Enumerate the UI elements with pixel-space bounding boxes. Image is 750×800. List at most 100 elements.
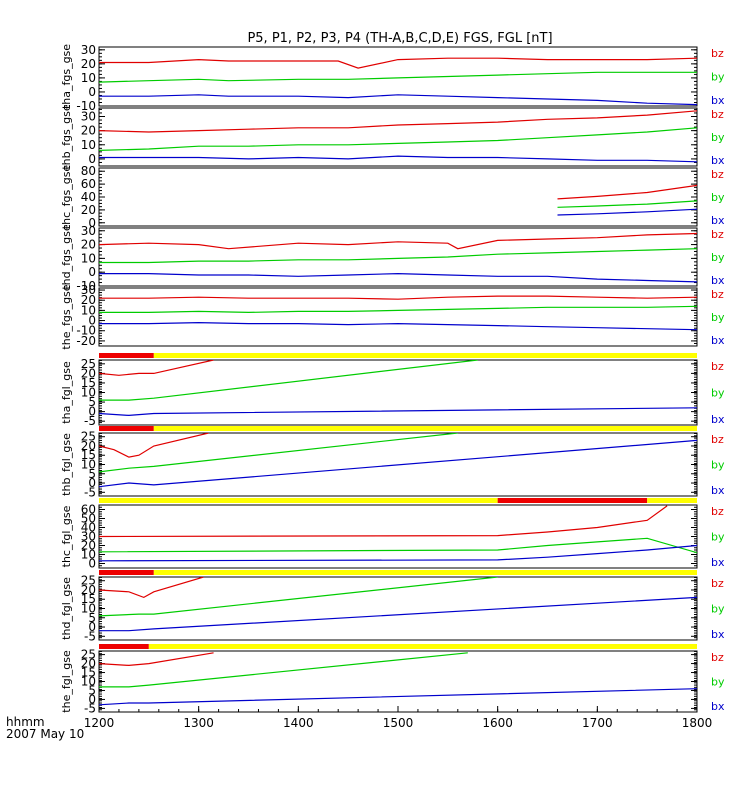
y-tick-label: 25 bbox=[81, 430, 96, 444]
y-tick-label: 0 bbox=[88, 620, 96, 634]
series-line-bx bbox=[99, 407, 697, 417]
legend-by: by bbox=[711, 131, 725, 144]
series-line-by bbox=[99, 433, 458, 473]
panel-frame bbox=[98, 167, 698, 227]
y-tick-label: 80 bbox=[81, 164, 96, 178]
series-group bbox=[99, 360, 697, 417]
y-tick-label: -5 bbox=[84, 629, 96, 643]
series-group bbox=[99, 433, 697, 488]
series-group bbox=[99, 577, 697, 632]
legend-bz: bz bbox=[711, 577, 724, 590]
legend-bx: bx bbox=[711, 334, 725, 347]
quality-flag-segment bbox=[99, 353, 154, 358]
y-tick-label: 20 bbox=[81, 238, 96, 252]
y-tick-label: 50 bbox=[81, 512, 96, 526]
y-tick-label: 25 bbox=[81, 648, 96, 662]
y-axis-label: thc_fgl_gse bbox=[60, 505, 73, 567]
y-tick-label: 20 bbox=[81, 124, 96, 138]
y-axis-label: thd_fgl_gse bbox=[60, 577, 73, 640]
legend-by: by bbox=[711, 531, 725, 544]
time-label: hhmm bbox=[6, 715, 45, 729]
y-tick-label: 30 bbox=[81, 109, 96, 123]
y-tick-label: 15 bbox=[81, 666, 96, 680]
legend-bz: bz bbox=[711, 228, 724, 241]
y-tick-label: 20 bbox=[81, 293, 96, 307]
legend-by: by bbox=[711, 71, 725, 84]
y-tick-label: 60 bbox=[81, 503, 96, 517]
series-line-bz bbox=[99, 577, 204, 599]
legend-by: by bbox=[711, 603, 725, 616]
y-tick-label: -10 bbox=[76, 324, 96, 338]
panel-frame bbox=[98, 227, 698, 287]
series-group bbox=[99, 652, 697, 706]
series-line-by bbox=[99, 577, 498, 617]
series-line-by bbox=[99, 652, 468, 688]
y-tick-label: 25 bbox=[81, 357, 96, 371]
quality-flag-segment bbox=[148, 644, 698, 649]
panel-frame bbox=[98, 287, 698, 347]
legend-bx: bx bbox=[711, 154, 725, 167]
legend-bz: bz bbox=[711, 505, 724, 518]
quality-flag-segment bbox=[99, 570, 154, 575]
series-group bbox=[99, 57, 697, 106]
series-line-bx bbox=[99, 544, 697, 562]
x-tick-label: 1300 bbox=[183, 716, 214, 730]
y-tick-label: 5 bbox=[88, 611, 96, 625]
series-line-bz bbox=[99, 505, 668, 538]
series-line-bz bbox=[99, 57, 697, 69]
y-tick-label: 0 bbox=[88, 265, 96, 279]
y-axis-label: thd_fgs_gse bbox=[60, 224, 73, 290]
quality-flag-segment bbox=[153, 426, 698, 431]
x-tick-label: 1500 bbox=[383, 716, 414, 730]
legend-bz: bz bbox=[711, 288, 724, 301]
y-axis-label: thb_fgl_gse bbox=[60, 433, 73, 496]
legend-bz: bz bbox=[711, 47, 724, 60]
x-tick-label: 1800 bbox=[682, 716, 713, 730]
legend-bx: bx bbox=[711, 413, 725, 426]
quality-flag-segment bbox=[153, 353, 698, 358]
series-line-bz bbox=[557, 184, 697, 200]
y-tick-label: 30 bbox=[81, 283, 96, 297]
y-tick-label: 20 bbox=[81, 203, 96, 217]
y-tick-label: 0 bbox=[88, 216, 96, 230]
panel-frame bbox=[98, 107, 698, 167]
y-tick-label: 10 bbox=[81, 458, 96, 472]
y-tick-label: 15 bbox=[81, 592, 96, 606]
x-tick-label: 1700 bbox=[582, 716, 613, 730]
y-tick-label: 10 bbox=[81, 548, 96, 562]
quality-flag-segment bbox=[153, 570, 698, 575]
y-tick-label: 15 bbox=[81, 448, 96, 462]
y-tick-label: 10 bbox=[81, 303, 96, 317]
quality-flag-segment bbox=[99, 644, 149, 649]
legend-bx: bx bbox=[711, 700, 725, 713]
quality-flag-segment bbox=[99, 426, 154, 431]
legend-bx: bx bbox=[711, 484, 725, 497]
date-label: 2007 May 10 bbox=[6, 727, 84, 741]
quality-flag-segment bbox=[647, 498, 697, 503]
y-tick-label: 25 bbox=[81, 574, 96, 588]
y-tick-label: 0 bbox=[88, 405, 96, 419]
x-axis: 1200 1300 1400 1500 1600 1700 1800 bbox=[84, 706, 713, 730]
y-tick-label: 20 bbox=[81, 583, 96, 597]
y-tick-label: -5 bbox=[84, 485, 96, 499]
series-line-by bbox=[99, 127, 697, 151]
series-line-bx bbox=[99, 439, 697, 488]
legend-bz: bz bbox=[711, 651, 724, 664]
y-tick-label: -5 bbox=[84, 701, 96, 715]
y-tick-label: 0 bbox=[88, 152, 96, 166]
series-group bbox=[99, 505, 697, 562]
x-tick-label: 1600 bbox=[482, 716, 513, 730]
legend-bz: bz bbox=[711, 433, 724, 446]
y-tick-label: 40 bbox=[81, 521, 96, 535]
series-line-by bbox=[99, 360, 478, 401]
y-tick-label: -10 bbox=[76, 99, 96, 113]
series-line-by bbox=[557, 200, 697, 208]
